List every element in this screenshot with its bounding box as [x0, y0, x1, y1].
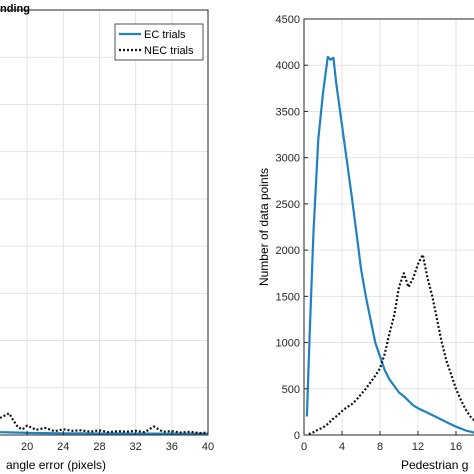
right-y-tick-label: 3000: [276, 153, 300, 165]
right-x-tick-label: 8: [377, 441, 383, 453]
legend-ec-label: EC trials: [144, 29, 186, 41]
right-x-tick-label: 0: [301, 441, 307, 453]
right-x-tick-label: 12: [412, 441, 424, 453]
right-y-tick-label: 3500: [276, 106, 300, 118]
right-y-tick-label: 1000: [276, 338, 300, 350]
right-y-tick-label: 4500: [276, 14, 300, 26]
right-x-ticks: 0 4 8 12 16: [301, 431, 462, 453]
left-panel: nding 20 24 28 32 36 40 angle error (pixels) …: [0, 3, 214, 472]
left-grid: [0, 9, 209, 436]
right-y-tick-label: 4000: [276, 60, 300, 72]
right-nec-series-line: [308, 253, 474, 435]
right-x-tick-label: 16: [450, 441, 462, 453]
right-y-tick-label: 1500: [276, 291, 300, 303]
legend-box: [114, 23, 204, 61]
right-axis-box: [303, 18, 474, 436]
left-x-tick-label: 28: [93, 441, 105, 453]
right-ec-series-line: [305, 55, 474, 434]
left-nec-series-line: [0, 412, 208, 435]
right-y-tick-label: 2000: [276, 245, 300, 257]
right-grid: [303, 18, 474, 436]
right-x-tick-label: 4: [339, 441, 345, 453]
right-y-axis-label: Number of data points: [257, 168, 271, 286]
left-chart-title: nding: [0, 3, 30, 15]
left-x-tick-label: 24: [57, 441, 69, 453]
left-legend: EC trials NEC trials: [114, 23, 204, 61]
right-x-axis-label: Pedestrian g: [401, 458, 468, 472]
right-y-ticks: 0 500 1000 1500 2000 2500 3000 3500 4000 4500: [276, 14, 308, 442]
left-x-tick-label: 40: [202, 441, 214, 453]
left-x-axis-label: angle error (pixels): [6, 458, 106, 472]
left-x-tick-label: 32: [130, 441, 142, 453]
right-y-tick-label: 0: [294, 430, 300, 442]
left-x-tick-label: 36: [166, 441, 178, 453]
right-y-tick-label: 500: [282, 384, 300, 396]
legend-nec-label: NEC trials: [144, 45, 194, 57]
right-panel: 0 4 8 12 16 0 500 1000 1500 2000 2500 3000 3500 4000…: [257, 14, 474, 472]
left-x-tick-label: 20: [21, 441, 33, 453]
left-x-ticks: 20 24 28 32 36 40: [21, 431, 214, 453]
left-series: [0, 412, 208, 435]
right-series: [305, 55, 474, 435]
left-axis-box: [0, 9, 209, 436]
left-ec-series-line: [0, 431, 208, 435]
right-y-tick-label: 2500: [276, 199, 300, 211]
